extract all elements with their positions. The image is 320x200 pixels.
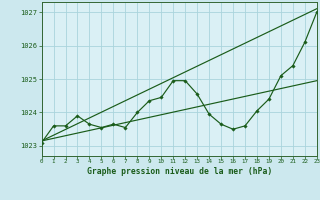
X-axis label: Graphe pression niveau de la mer (hPa): Graphe pression niveau de la mer (hPa): [87, 167, 272, 176]
